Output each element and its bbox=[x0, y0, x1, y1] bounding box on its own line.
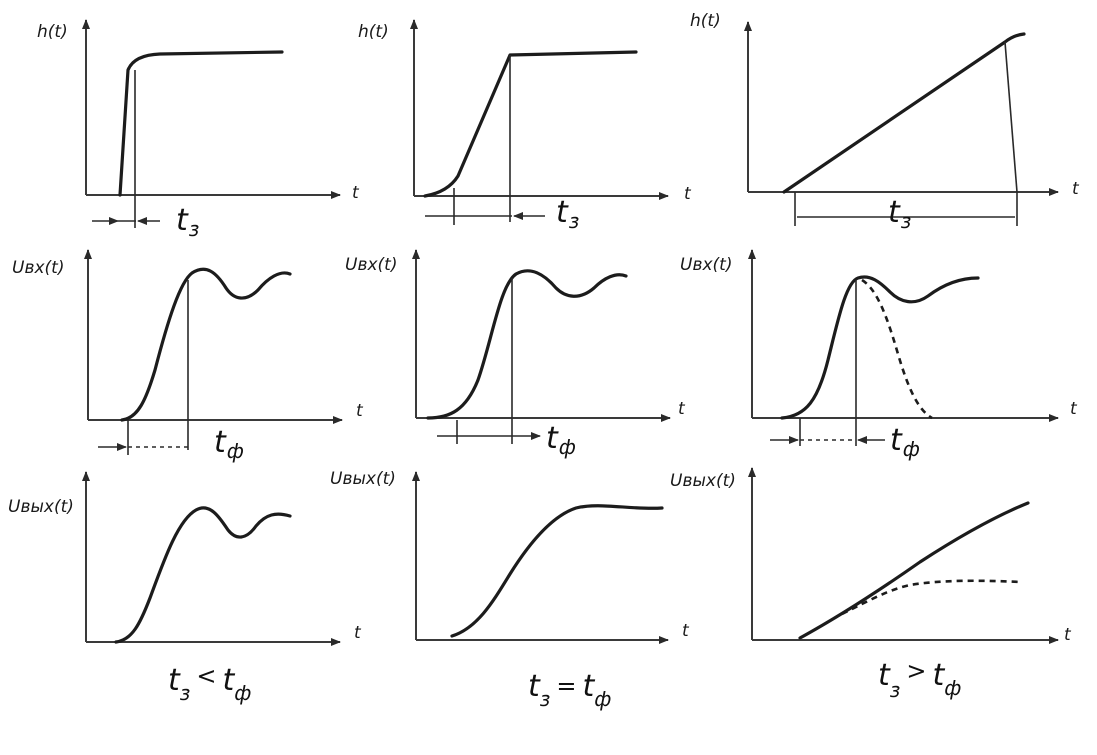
svg-text:tз>tф: tз> tф bbox=[878, 657, 961, 702]
delay-label: tз bbox=[556, 195, 579, 233]
y-axis-label: Uвых(t) bbox=[8, 497, 74, 517]
front-duration-label: tф bbox=[890, 423, 920, 461]
panel-r1c1: h(t) t tз bbox=[37, 19, 360, 241]
front-duration-label: tф bbox=[214, 425, 244, 463]
x-axis-label: t bbox=[678, 399, 686, 419]
x-axis-label: t bbox=[682, 621, 690, 641]
y-axis-label: h(t) bbox=[37, 22, 68, 42]
front-duration-label: tф bbox=[546, 421, 576, 459]
panel-r2c2: Uвх(t) t tф bbox=[345, 249, 686, 459]
panel-r3c1: Uвых(t) t bbox=[8, 471, 362, 646]
x-axis-label: t bbox=[354, 623, 362, 643]
panel-r1c3: h(t) t tз bbox=[690, 11, 1080, 233]
svg-text:tз=tф: tз = tф bbox=[528, 669, 611, 711]
x-axis-label: t bbox=[352, 183, 360, 203]
panel-r1c2: h(t) t tз bbox=[358, 19, 692, 233]
step-response-curve bbox=[118, 50, 284, 197]
panel-r3c3: Uвых(t) t bbox=[670, 467, 1072, 645]
y-axis-label: Uвх(t) bbox=[345, 255, 397, 275]
panel-r2c3: Uвх(t) t tф bbox=[680, 249, 1078, 461]
x-axis-label: t bbox=[1070, 399, 1078, 419]
condition-label-1: tз< tф bbox=[168, 662, 251, 705]
delay-label: tз bbox=[176, 203, 199, 241]
ramp-drop-line bbox=[1004, 41, 1018, 193]
input-signal-curve bbox=[120, 267, 292, 422]
y-axis-label: Uвх(t) bbox=[12, 258, 64, 278]
x-axis-label: t bbox=[1072, 179, 1080, 199]
input-signal-curve bbox=[780, 275, 980, 420]
step-response-curve bbox=[423, 50, 638, 198]
dashed-output-curve bbox=[841, 579, 1021, 616]
y-axis-label: h(t) bbox=[690, 11, 721, 31]
y-axis-label: Uвых(t) bbox=[330, 469, 396, 489]
y-axis-label: h(t) bbox=[358, 22, 389, 42]
y-axis-label: Uвх(t) bbox=[680, 255, 732, 275]
y-axis-label: Uвых(t) bbox=[670, 471, 736, 491]
output-signal-curve bbox=[450, 504, 664, 638]
x-axis-label: t bbox=[684, 184, 692, 204]
x-axis-label: t bbox=[356, 401, 364, 421]
panel-r3c2: Uвых(t) t bbox=[330, 469, 690, 644]
output-signal-curve bbox=[798, 501, 1030, 640]
condition-label-2: tз = tф bbox=[528, 669, 611, 711]
ramp-response-curve bbox=[782, 32, 1026, 194]
x-axis-label: t bbox=[1064, 625, 1072, 645]
input-signal-curve bbox=[426, 269, 628, 420]
delay-label: tз bbox=[888, 195, 911, 233]
output-signal-curve bbox=[114, 506, 292, 644]
condition-label-3: tз> tф bbox=[878, 657, 961, 702]
svg-text:tз<tф: tз< tф bbox=[168, 662, 251, 705]
panel-r2c1: Uвх(t) t tф bbox=[12, 249, 364, 463]
